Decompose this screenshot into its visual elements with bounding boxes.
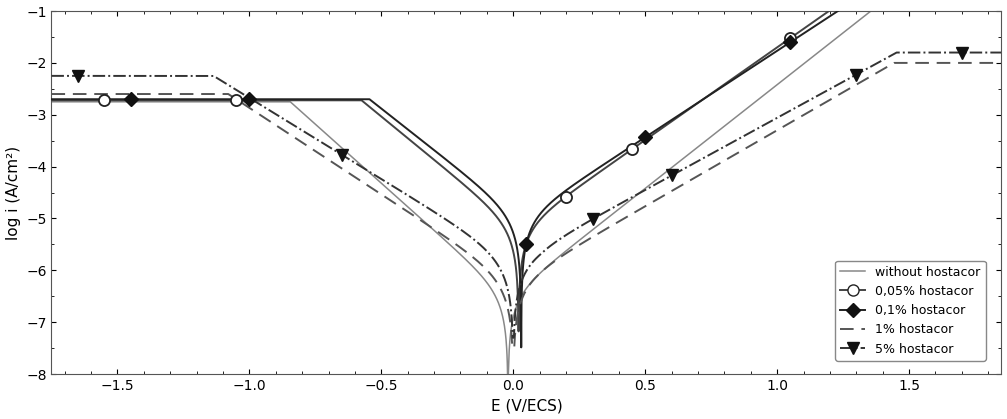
Legend: without hostacor, 0,05% hostacor, 0,1% hostacor, 1% hostacor, 5% hostacor: without hostacor, 0,05% hostacor, 0,1% h… — [836, 261, 986, 360]
Y-axis label: log i (A/cm²): log i (A/cm²) — [6, 145, 20, 240]
X-axis label: E (V/ECS): E (V/ECS) — [490, 398, 562, 414]
